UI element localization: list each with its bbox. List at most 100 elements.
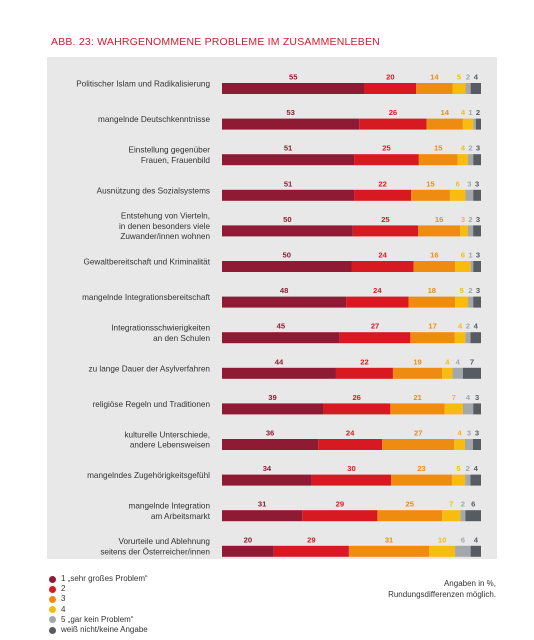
data-label: 3: [476, 286, 480, 295]
data-label: 4: [461, 144, 466, 153]
data-label: 27: [414, 429, 422, 438]
data-label: 6: [471, 500, 475, 509]
bar-segment: [462, 118, 474, 130]
bar-segment: [222, 367, 336, 379]
legend-swatch-icon: [49, 626, 56, 634]
data-label: 2: [476, 108, 480, 117]
data-label: 15: [434, 144, 443, 153]
data-label: 3: [467, 429, 471, 438]
data-label: 17: [428, 322, 436, 331]
bar-segment: [454, 332, 466, 344]
bar-segment: [222, 225, 353, 237]
data-label: 2: [466, 464, 470, 473]
data-label: 4: [456, 357, 461, 366]
category-label: mangelnde Integration am Arbeitsmarkt: [129, 502, 211, 521]
data-label: 31: [385, 535, 394, 544]
data-label: 2: [461, 500, 465, 509]
bar-segment: [335, 367, 393, 379]
bar-segment: [364, 83, 417, 94]
legend-swatch-icon: [49, 606, 56, 614]
legend-label: 3: [61, 594, 66, 604]
data-label: 14: [441, 108, 450, 117]
bar-segment: [473, 296, 481, 308]
data-label: 30: [347, 464, 355, 473]
data-label: 3: [476, 215, 480, 224]
bar-segment: [455, 261, 471, 272]
data-label: 3: [475, 393, 479, 402]
data-label: 5: [457, 73, 462, 82]
bar-segment: [470, 261, 474, 272]
note-line-2: Rundungsdifferenzen möglich.: [388, 589, 496, 599]
data-label: 25: [381, 215, 390, 224]
data-label: 6: [456, 179, 460, 188]
bar-segment: [411, 189, 450, 201]
bar-segment: [442, 367, 453, 379]
data-label: 15: [426, 179, 435, 188]
bar-segment: [444, 403, 463, 415]
bar-segment: [473, 118, 476, 130]
data-label: 1: [468, 251, 473, 260]
legend-swatch-icon: [49, 596, 56, 603]
data-label: 5: [456, 464, 461, 473]
data-label: 4: [458, 322, 463, 331]
bar-segment: [462, 367, 481, 379]
legend-item: 1 „sehr großes Problem“: [49, 574, 148, 584]
data-label: 3: [461, 215, 465, 224]
bar-segment: [222, 474, 312, 486]
bar-segment: [473, 189, 481, 201]
bar-segment: [354, 154, 419, 166]
bar-segment: [475, 118, 481, 130]
data-label: 2: [468, 215, 472, 224]
data-label: 3: [476, 251, 480, 260]
data-label: 3: [475, 429, 479, 438]
legend-item: 2: [49, 584, 148, 594]
legend-label: 1 „sehr großes Problem“: [61, 574, 148, 583]
bar-segment: [222, 545, 274, 557]
legend-item: 4: [49, 605, 148, 615]
bar-segment: [339, 332, 411, 344]
bar-segment: [222, 403, 324, 415]
chart-title: ABB. 23: WAHRGENOMMENE PROBLEME IM ZUSAM…: [51, 36, 380, 48]
data-label: 21: [413, 393, 422, 402]
bar-segment: [451, 474, 466, 486]
category-label: Entstehung von Vierteln, in denen besonde…: [119, 212, 210, 241]
data-label: 3: [467, 179, 471, 188]
category-label: Vorurteile und Ablehnung seitens der Öste…: [100, 537, 210, 556]
bar-segment: [465, 474, 471, 486]
data-label: 29: [336, 500, 344, 509]
bar-segment: [460, 225, 468, 237]
data-label: 51: [284, 144, 293, 153]
bar-segment: [470, 83, 481, 94]
category-label: Ausnützung des Sozialsystems: [97, 186, 210, 195]
bar-segment: [346, 296, 409, 308]
bar-segment: [273, 545, 349, 557]
category-label: Gewaltbereitschaft und Kriminalität: [83, 258, 210, 267]
bar-segment: [465, 83, 471, 94]
data-label: 45: [277, 322, 286, 331]
data-label: 22: [360, 357, 368, 366]
data-label: 18: [428, 286, 436, 295]
legend-item: 3: [49, 594, 148, 604]
data-label: 44: [275, 357, 284, 366]
bar-segment: [467, 225, 474, 237]
bar-segment: [222, 118, 360, 130]
bar-segment: [455, 545, 471, 557]
bar-segment: [418, 225, 461, 237]
data-label: 23: [417, 464, 425, 473]
bar-segment: [473, 261, 481, 272]
data-label: 7: [449, 500, 453, 509]
note: Angaben in %, Rundungsdifferenzen möglic…: [388, 579, 496, 600]
legend-label: 2: [61, 584, 66, 594]
bar-segment: [452, 367, 463, 379]
category-label: mangelnde Integrationsbereitschaft: [82, 293, 211, 302]
bar-segment: [382, 439, 455, 450]
bar-segment: [348, 545, 430, 557]
bar-segment: [323, 403, 391, 415]
bar-segment: [470, 332, 481, 344]
bar-segment: [302, 510, 378, 522]
category-label: religiöse Regeln und Traditionen: [93, 400, 211, 409]
bar-segment: [473, 403, 481, 415]
bar-segment: [468, 154, 474, 166]
data-label: 2: [466, 73, 470, 82]
bar-segment: [222, 261, 352, 272]
